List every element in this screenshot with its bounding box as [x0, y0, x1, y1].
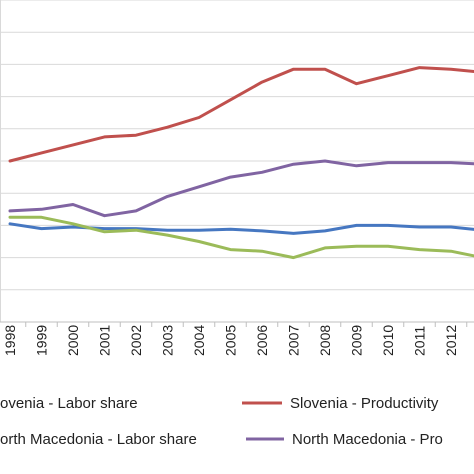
x-tick-label: 2004: [191, 325, 207, 356]
x-tick-label: 2007: [286, 325, 302, 356]
legend-label-0: ovenia - Labor share: [0, 395, 138, 412]
x-axis-labels: 1998 1999 2000 2001 2002 2003 2004 2005 2006 2007…: [2, 325, 459, 356]
x-tick-label: 2000: [65, 325, 81, 356]
legend-label-2: orth Macedonia - Labor share: [0, 431, 197, 448]
x-tick-label: 2009: [349, 325, 365, 356]
series-line-2: [8, 215, 474, 260]
x-tick-label: 1998: [2, 325, 18, 356]
x-tick-label: 2008: [317, 325, 333, 356]
x-tick-label: 2010: [380, 325, 396, 356]
x-tick-label: 2001: [97, 325, 113, 356]
legend-label-3: North Macedonia - Pro: [292, 431, 443, 448]
x-tick-label: 2005: [223, 325, 239, 356]
x-tick-label: 2002: [128, 325, 144, 356]
legend-label-1: Slovenia - Productivity: [290, 395, 439, 412]
series-lines: [8, 66, 474, 260]
legend: ovenia - Labor share Slovenia - Productiv…: [0, 395, 443, 448]
x-tick-label: 2003: [160, 325, 176, 356]
x-tick-label: 2012: [443, 325, 459, 356]
x-tick-label: 2006: [254, 325, 270, 356]
gridlines: [0, 0, 474, 327]
x-tick-label: 1999: [34, 325, 50, 356]
series-line-1: [8, 66, 474, 163]
x-tick-label: 2011: [412, 326, 428, 356]
series-line-3: [8, 159, 474, 218]
